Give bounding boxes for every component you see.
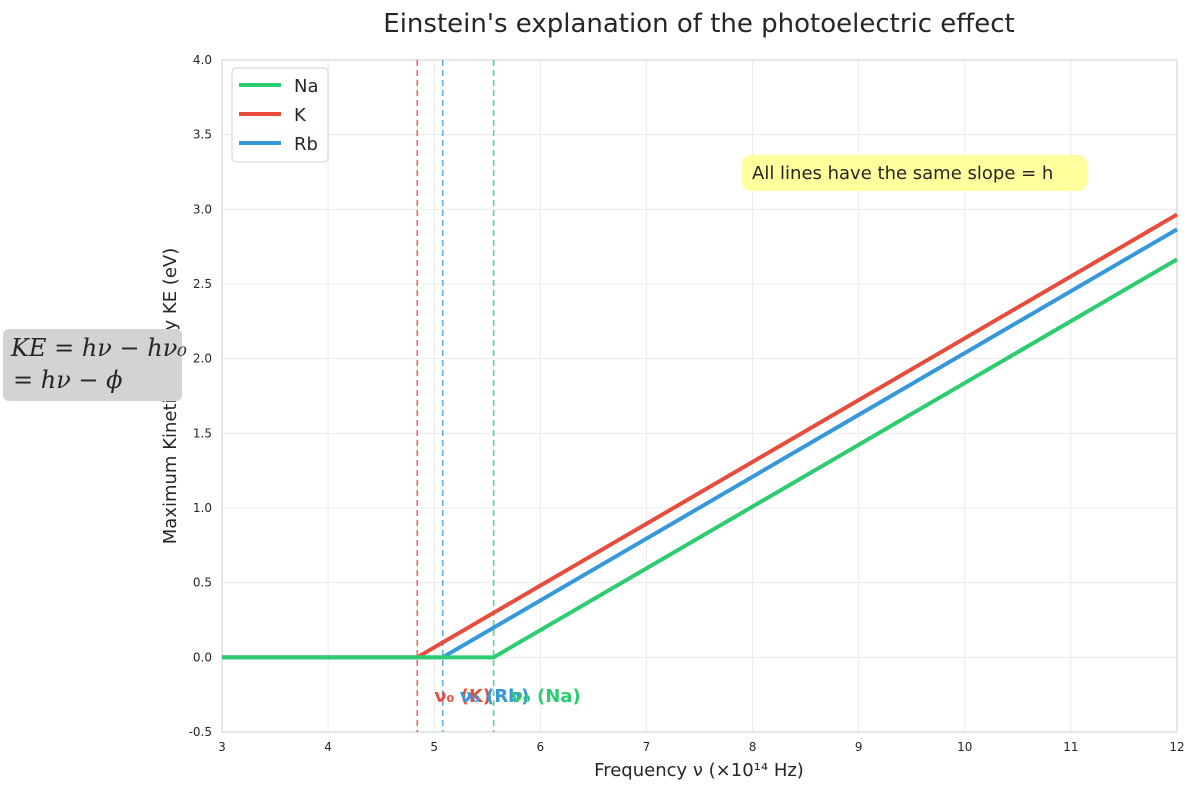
series-line-na: [222, 257, 1179, 660]
x-tick-label: 12: [1169, 740, 1184, 754]
y-tick-label: -0.5: [189, 725, 212, 739]
formula-box-bg: [3, 329, 182, 401]
x-axis-label: Frequency ν (×10¹⁴ Hz): [594, 760, 804, 781]
y-tick-label: 4.0: [193, 53, 212, 67]
threshold-label: ν₀ (K): [434, 686, 491, 707]
slope-annotation: All lines have the same slope = h: [742, 155, 1087, 191]
x-tick-label: 11: [1063, 740, 1078, 754]
y-tick-label: 3.5: [193, 128, 212, 142]
x-tick-labels: 3 4 5 6 7 8 9 10 11 12: [218, 740, 1184, 754]
plot-frame: [221, 59, 1178, 733]
x-tick-label: 7: [643, 740, 651, 754]
formula-line-2: = hν − ϕ: [13, 366, 123, 394]
formula-line-1: KE = hν − hν₀: [10, 334, 187, 362]
legend-label-na: Na: [294, 76, 319, 97]
x-tick-label: 6: [537, 740, 545, 754]
y-tick-label: 2.0: [193, 352, 212, 366]
x-tick-label: 9: [855, 740, 863, 754]
chart-title: Einstein's explanation of the photoelect…: [383, 9, 1014, 39]
series-lines: [222, 212, 1179, 660]
y-tick-label: 1.0: [193, 501, 212, 515]
legend-label-k: K: [294, 105, 307, 126]
y-tick-labels: -0.5 0.0 0.5 1.0 1.5 2.0 2.5 3.0 3.5 4.0: [189, 53, 212, 739]
x-tick-label: 8: [749, 740, 757, 754]
y-tick-label: 3.0: [193, 202, 212, 216]
legend-label-rb: Rb: [294, 134, 318, 155]
y-tick-label: 1.5: [193, 426, 212, 440]
x-tick-label: 3: [218, 740, 226, 754]
y-tick-label: 2.5: [193, 277, 212, 291]
x-tick-label: 5: [430, 740, 438, 754]
slope-annotation-text: All lines have the same slope = h: [752, 163, 1053, 184]
series-line-k: [222, 212, 1179, 660]
threshold-label: ν₀ (Rb): [460, 686, 530, 707]
formula-box: KE = hν − hν₀ = hν − ϕ: [3, 329, 187, 401]
y-tick-label: 0.0: [193, 650, 212, 664]
threshold-lines: [416, 60, 495, 732]
threshold-labels: ν₀ (K)ν₀ (Rb)ν₀ (Na): [434, 686, 580, 707]
x-tick-label: 4: [324, 740, 332, 754]
slope-annotation-box: [742, 155, 1087, 191]
threshold-label: ν₀ (Na): [511, 686, 581, 707]
legend: Na K Rb: [231, 67, 329, 163]
y-tick-label: 0.5: [193, 576, 212, 590]
x-tick-label: 10: [957, 740, 972, 754]
series-line-rb: [222, 227, 1179, 660]
